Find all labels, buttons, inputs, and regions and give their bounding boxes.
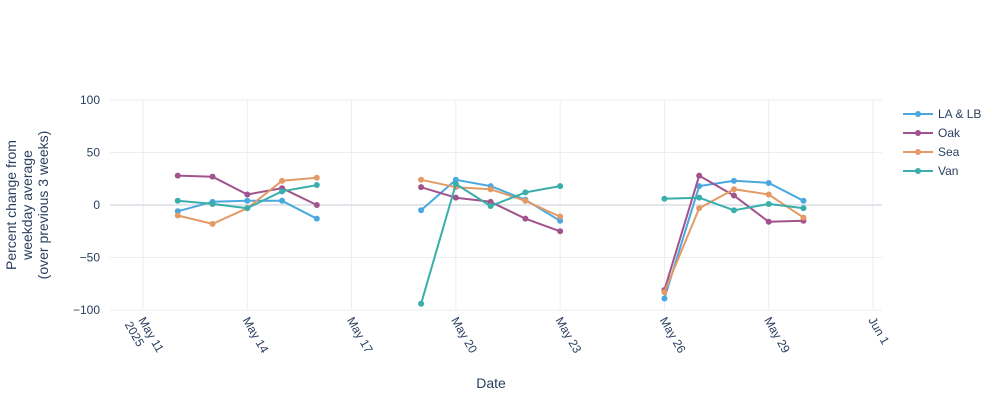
legend-swatch-marker <box>915 130 921 136</box>
data-point <box>313 215 320 222</box>
legend-item[interactable]: Oak <box>903 126 961 140</box>
data-point <box>313 202 320 208</box>
legend-swatch-marker <box>915 111 921 117</box>
data-point <box>244 205 251 212</box>
y-tick-label: −50 <box>80 251 101 265</box>
legend-label: Van <box>938 164 958 178</box>
y-axis-title-line: Percent change from <box>3 140 19 270</box>
legend-item[interactable]: Van <box>903 164 958 178</box>
y-axis-title-line: (over previous 3 weeks) <box>35 131 51 280</box>
data-point <box>522 197 529 204</box>
series-sea <box>174 174 807 296</box>
legend-swatch-marker <box>915 168 921 174</box>
x-tick: Jun 1 <box>865 315 892 348</box>
data-point <box>661 295 668 302</box>
data-point <box>557 213 564 220</box>
data-point <box>800 197 807 204</box>
data-point <box>730 186 737 193</box>
x-tick-label: May 23 <box>553 315 585 356</box>
data-point <box>696 205 703 212</box>
data-point <box>730 177 737 184</box>
x-tick-label: May 29 <box>761 315 793 356</box>
data-point <box>696 183 703 190</box>
data-point <box>418 184 425 191</box>
data-point <box>452 194 459 201</box>
y-tick-label: −100 <box>73 303 100 317</box>
data-point <box>418 300 425 307</box>
data-point <box>209 173 216 180</box>
x-tick: May 14 <box>240 315 272 356</box>
data-point <box>244 197 251 204</box>
data-point <box>313 174 320 181</box>
legend: LA & LB Oak Sea Van <box>903 107 981 178</box>
data-point <box>174 208 181 215</box>
x-tick: May 20 <box>448 315 480 356</box>
data-point <box>765 200 772 207</box>
y-tick-label: 0 <box>93 198 100 212</box>
data-point <box>730 192 737 199</box>
y-tick-label: 100 <box>80 93 100 107</box>
y-axis-ticks: 100 50 0 −50 −100 <box>73 93 100 317</box>
data-point <box>279 177 286 184</box>
x-tick-label: May 14 <box>240 315 272 356</box>
legend-item[interactable]: Sea <box>903 145 960 159</box>
data-point <box>174 172 181 179</box>
x-tick: May 26 <box>657 315 689 356</box>
data-point <box>522 215 529 222</box>
legend-label: LA & LB <box>938 107 981 121</box>
y-tick-label: 50 <box>87 146 101 160</box>
data-point <box>174 212 181 219</box>
data-point <box>487 203 494 210</box>
x-axis-title: Date <box>476 375 506 391</box>
x-tick-label: May 20 <box>448 315 480 356</box>
data-point <box>765 218 772 225</box>
x-tick: May 29 <box>761 315 793 356</box>
series-layer <box>174 172 807 307</box>
data-point <box>557 228 564 235</box>
data-point <box>209 200 216 207</box>
data-point <box>313 182 320 189</box>
data-point <box>730 207 737 214</box>
x-tick-label: May 17 <box>344 315 376 356</box>
x-tick-label: May 26 <box>657 315 689 356</box>
data-point <box>487 198 494 205</box>
x-tick: May 23 <box>553 315 585 356</box>
legend-swatch-marker <box>915 149 921 155</box>
data-point <box>696 172 703 179</box>
data-point <box>661 289 668 296</box>
data-point <box>452 181 459 187</box>
data-point <box>279 188 286 195</box>
data-point <box>418 207 425 214</box>
data-point <box>800 205 807 212</box>
legend-label: Oak <box>938 126 961 140</box>
x-tick: May 17 <box>344 315 376 356</box>
data-point <box>452 176 459 183</box>
legend-item[interactable]: LA & LB <box>903 107 981 121</box>
data-point <box>696 194 703 201</box>
x-tick-label: Jun 1 <box>865 315 892 348</box>
data-point <box>765 191 772 198</box>
data-point <box>557 217 564 224</box>
data-point <box>174 197 181 204</box>
data-point <box>522 189 529 196</box>
series-oak <box>174 172 807 294</box>
data-point <box>418 176 425 183</box>
y-axis-title: Percent change fromweekday average(over … <box>3 131 51 280</box>
data-point <box>765 179 772 186</box>
data-point <box>244 191 251 198</box>
data-point <box>557 183 564 190</box>
data-point <box>487 186 494 193</box>
data-point <box>209 220 216 227</box>
data-point <box>279 197 286 204</box>
data-point <box>661 195 668 202</box>
series-la-lb <box>174 176 807 302</box>
y-axis-title-line: weekday average <box>19 150 35 261</box>
legend-label: Sea <box>938 145 960 159</box>
series-van <box>174 181 807 307</box>
data-point <box>800 214 807 221</box>
